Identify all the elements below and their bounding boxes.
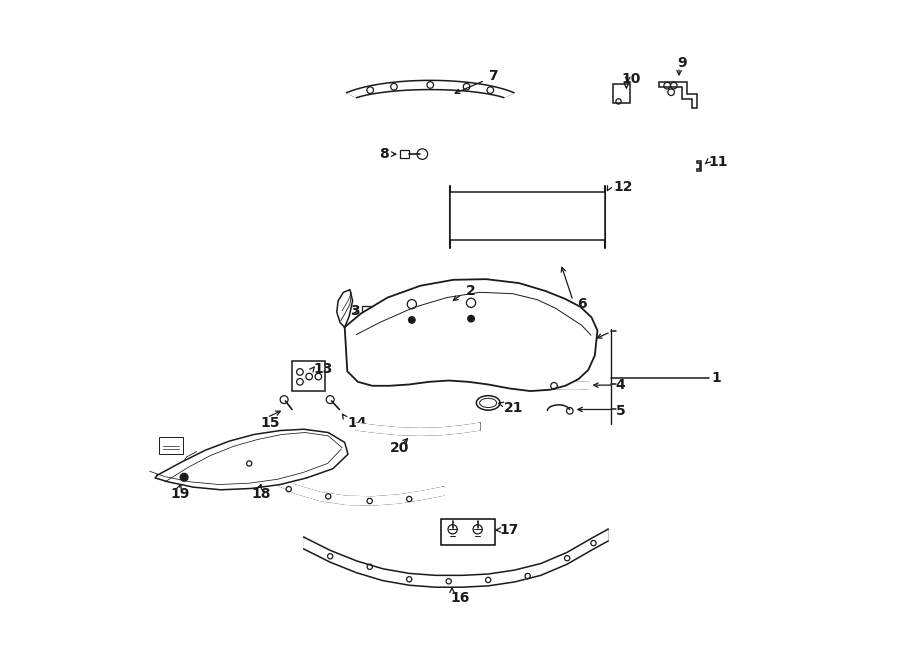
Text: 2: 2: [466, 284, 475, 298]
Text: 3: 3: [350, 304, 360, 318]
Text: 10: 10: [621, 72, 641, 86]
Text: 17: 17: [500, 523, 518, 537]
Polygon shape: [698, 161, 701, 171]
Bar: [292, 361, 325, 391]
Polygon shape: [231, 441, 444, 505]
Polygon shape: [356, 423, 480, 435]
Polygon shape: [155, 429, 348, 490]
Polygon shape: [345, 279, 598, 391]
Polygon shape: [337, 290, 353, 327]
Circle shape: [468, 315, 474, 322]
Bar: [400, 150, 410, 158]
Text: 1: 1: [711, 371, 721, 385]
Text: 19: 19: [170, 486, 190, 501]
Circle shape: [409, 317, 415, 323]
Polygon shape: [660, 82, 698, 108]
Bar: [363, 306, 375, 315]
Polygon shape: [537, 381, 589, 389]
Bar: [441, 519, 495, 545]
Text: 14: 14: [347, 416, 367, 430]
Polygon shape: [304, 529, 608, 587]
Text: 20: 20: [390, 441, 409, 455]
Text: 12: 12: [613, 180, 633, 194]
Bar: [450, 192, 605, 240]
Text: 16: 16: [450, 592, 470, 605]
Bar: [613, 84, 630, 103]
Text: 11: 11: [708, 155, 728, 169]
Circle shape: [180, 473, 188, 481]
Text: 9: 9: [678, 56, 688, 70]
Text: 15: 15: [260, 416, 280, 430]
Text: 18: 18: [251, 486, 271, 501]
Text: 5: 5: [616, 404, 625, 418]
Text: 21: 21: [504, 401, 524, 414]
Text: 8: 8: [380, 147, 390, 161]
Bar: [159, 437, 183, 454]
Polygon shape: [346, 81, 514, 98]
Text: 4: 4: [616, 378, 625, 392]
Text: 7: 7: [488, 69, 498, 83]
Text: 13: 13: [313, 362, 332, 375]
Text: 6: 6: [577, 297, 587, 311]
